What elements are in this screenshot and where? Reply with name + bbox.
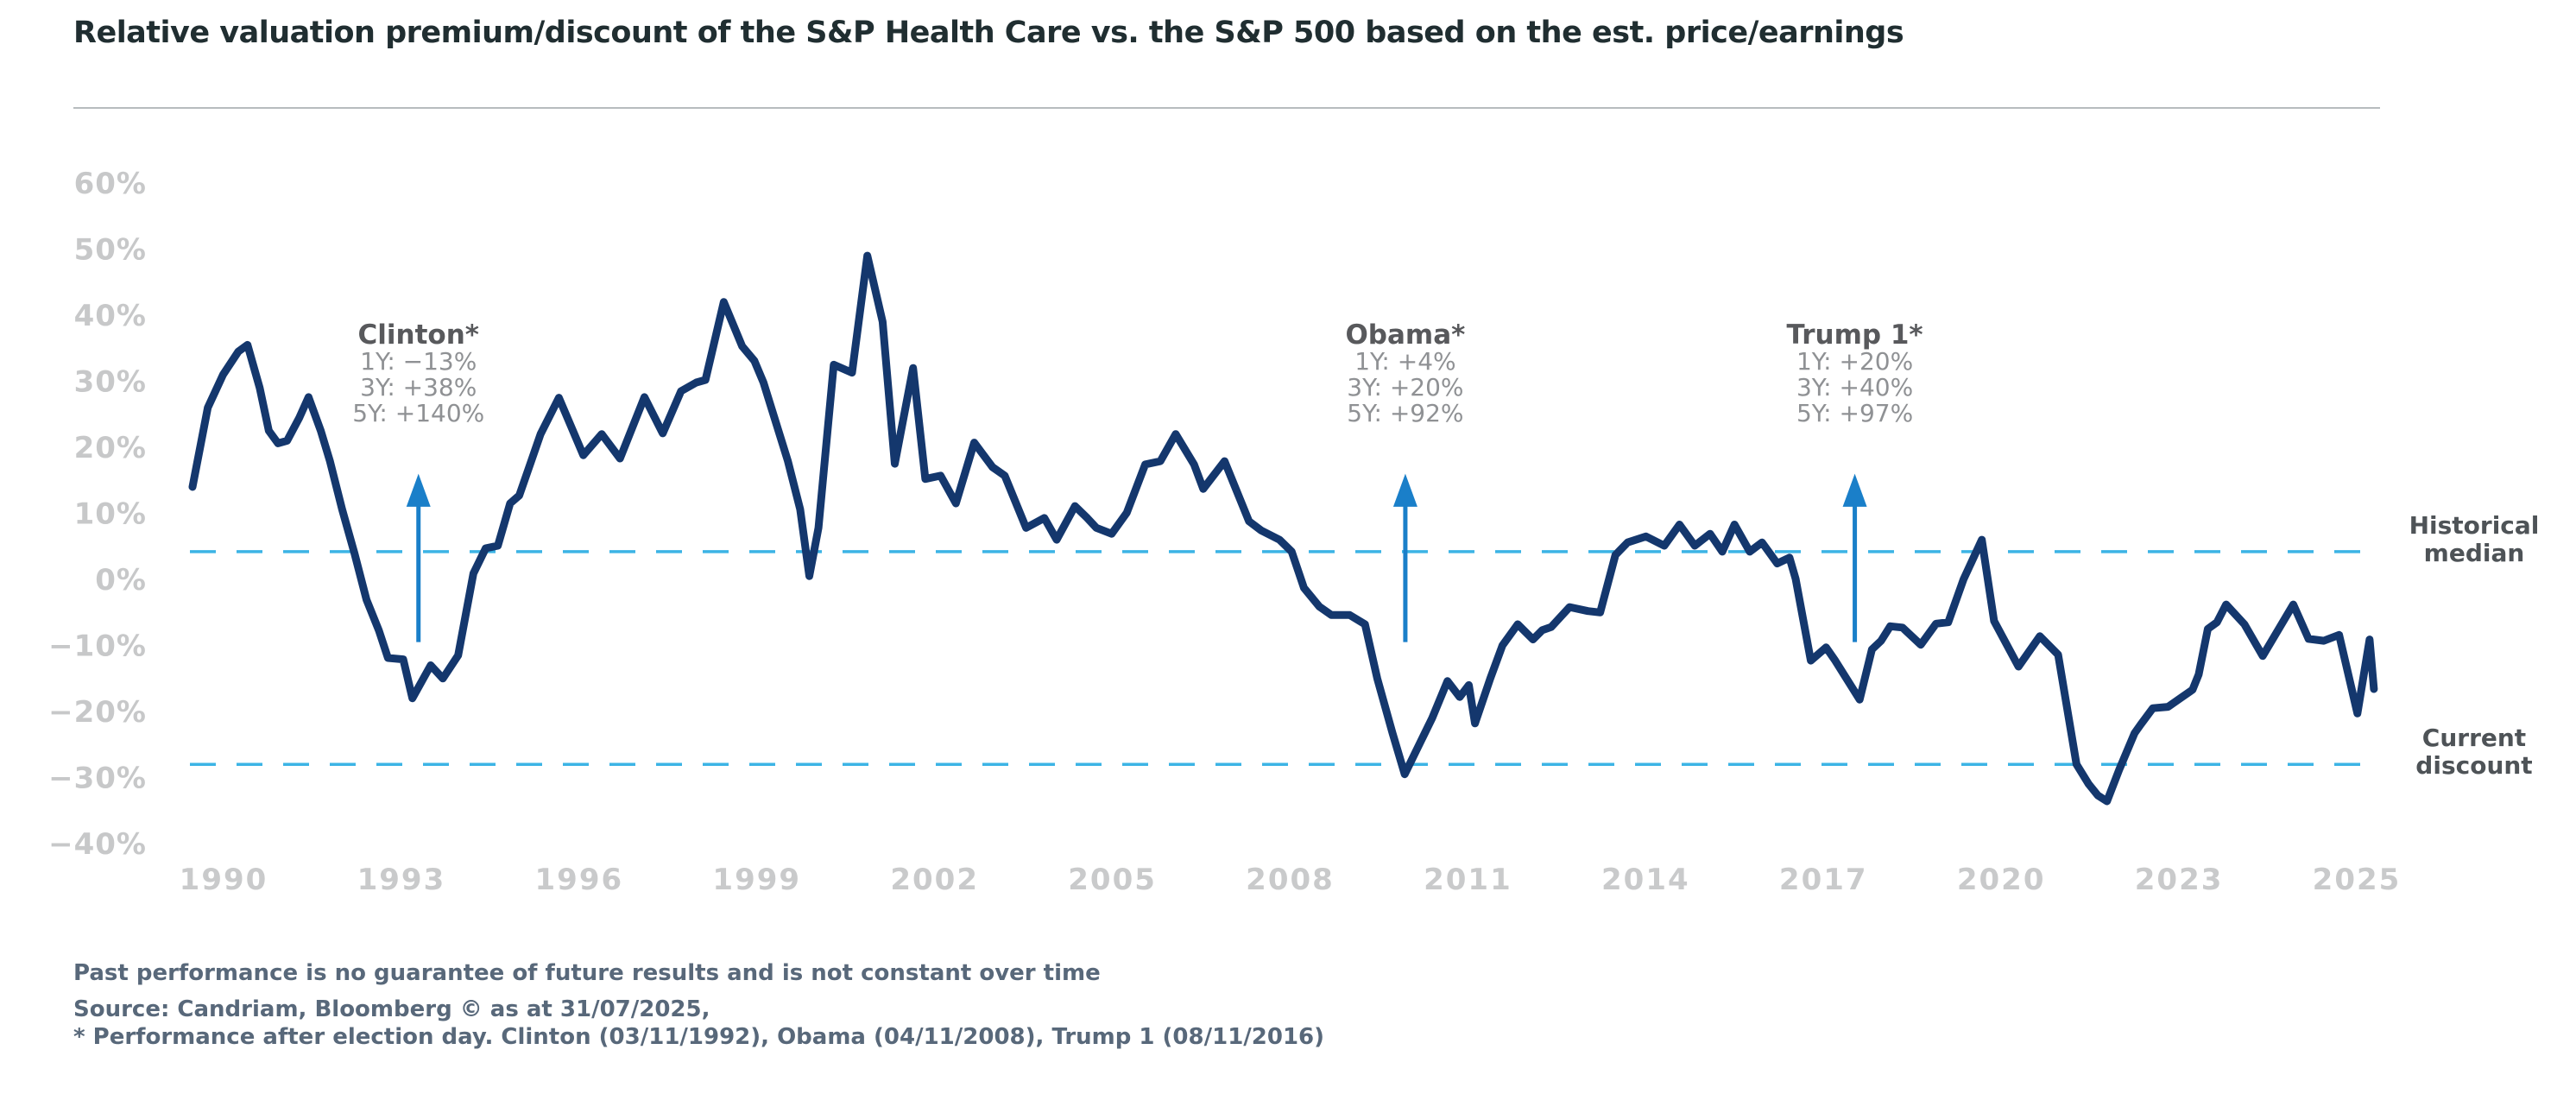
x-tick-label: 1996	[535, 863, 624, 897]
obama-title: Obama*	[1345, 319, 1465, 351]
obama-arrow-head	[1392, 473, 1417, 507]
y-tick-label: −20%	[48, 695, 147, 730]
chart-title: Relative valuation premium/discount of t…	[73, 16, 1904, 50]
trump1-stat: 1Y: +20%	[1796, 347, 1913, 376]
x-tick-label: 2014	[1601, 863, 1690, 897]
trump1-stat: 3Y: +40%	[1796, 373, 1913, 402]
y-tick-label: 30%	[74, 365, 147, 400]
trump1-title: Trump 1*	[1786, 319, 1923, 351]
y-tick-label: 50%	[74, 233, 147, 268]
y-tick-label: 20%	[74, 431, 147, 465]
election-note-line: * Performance after election day. Clinto…	[73, 1024, 1325, 1050]
clinton-title: Clinton*	[358, 319, 479, 351]
x-tick-label: 2023	[2135, 863, 2224, 897]
x-tick-label: 2002	[890, 863, 979, 897]
y-tick-label: 0%	[95, 563, 147, 598]
y-axis-labels: 60% 50% 40% 30% 20% 10% 0% −10% −20% −30% −40%	[48, 167, 147, 862]
y-tick-label: −30%	[48, 762, 147, 796]
trump1-stat: 5Y: +97%	[1796, 399, 1913, 427]
x-tick-label: 2008	[1246, 863, 1335, 897]
obama-stat: 5Y: +92%	[1347, 399, 1463, 427]
x-axis-labels: 1990 1993 1996 1999 2002 2005 2008 2011 2014 2017…	[180, 863, 2402, 897]
clinton-stat: 5Y: +140%	[352, 399, 484, 427]
obama-stat: 1Y: +4%	[1354, 347, 1455, 376]
x-tick-label: 2011	[1424, 863, 1512, 897]
annotation-trump1: Trump 1*1Y: +20%3Y: +40%5Y: +97%	[1786, 319, 1923, 642]
x-tick-label: 2025	[2313, 863, 2402, 897]
disclaimer-text: Past performance is no guarantee of futu…	[73, 960, 1101, 986]
y-tick-label: −40%	[48, 827, 147, 862]
y-tick-label: 10%	[74, 497, 147, 532]
obama-stat: 3Y: +20%	[1347, 373, 1463, 402]
source-line: Source: Candriam, Bloomberg © as at 31/0…	[73, 996, 710, 1022]
annotation-clinton: Clinton*1Y: −13%3Y: +38%5Y: +140%	[352, 319, 484, 642]
trump1-arrow-head	[1842, 473, 1867, 507]
clinton-arrow-head	[406, 473, 431, 507]
x-tick-label: 2020	[1957, 863, 2046, 897]
title-divider	[73, 107, 2380, 109]
current-discount-label: Current discount	[2415, 724, 2532, 780]
clinton-stat: 1Y: −13%	[360, 347, 477, 376]
y-tick-label: −10%	[48, 629, 147, 664]
x-tick-label: 2005	[1068, 863, 1157, 897]
historical-median-label: Historical median	[2409, 511, 2540, 567]
clinton-stat: 3Y: +38%	[360, 373, 477, 402]
y-tick-label: 60%	[74, 167, 147, 201]
x-tick-label: 1993	[357, 863, 446, 897]
x-tick-label: 1999	[712, 863, 801, 897]
x-tick-label: 2017	[1779, 863, 1868, 897]
series-line	[188, 251, 2378, 806]
y-tick-label: 40%	[74, 299, 147, 333]
annotation-obama: Obama*1Y: +4%3Y: +20%5Y: +92%	[1345, 319, 1465, 642]
x-tick-label: 1990	[180, 863, 268, 897]
source-note: Source: Candriam, Bloomberg © as at 31/0…	[73, 996, 1324, 1051]
